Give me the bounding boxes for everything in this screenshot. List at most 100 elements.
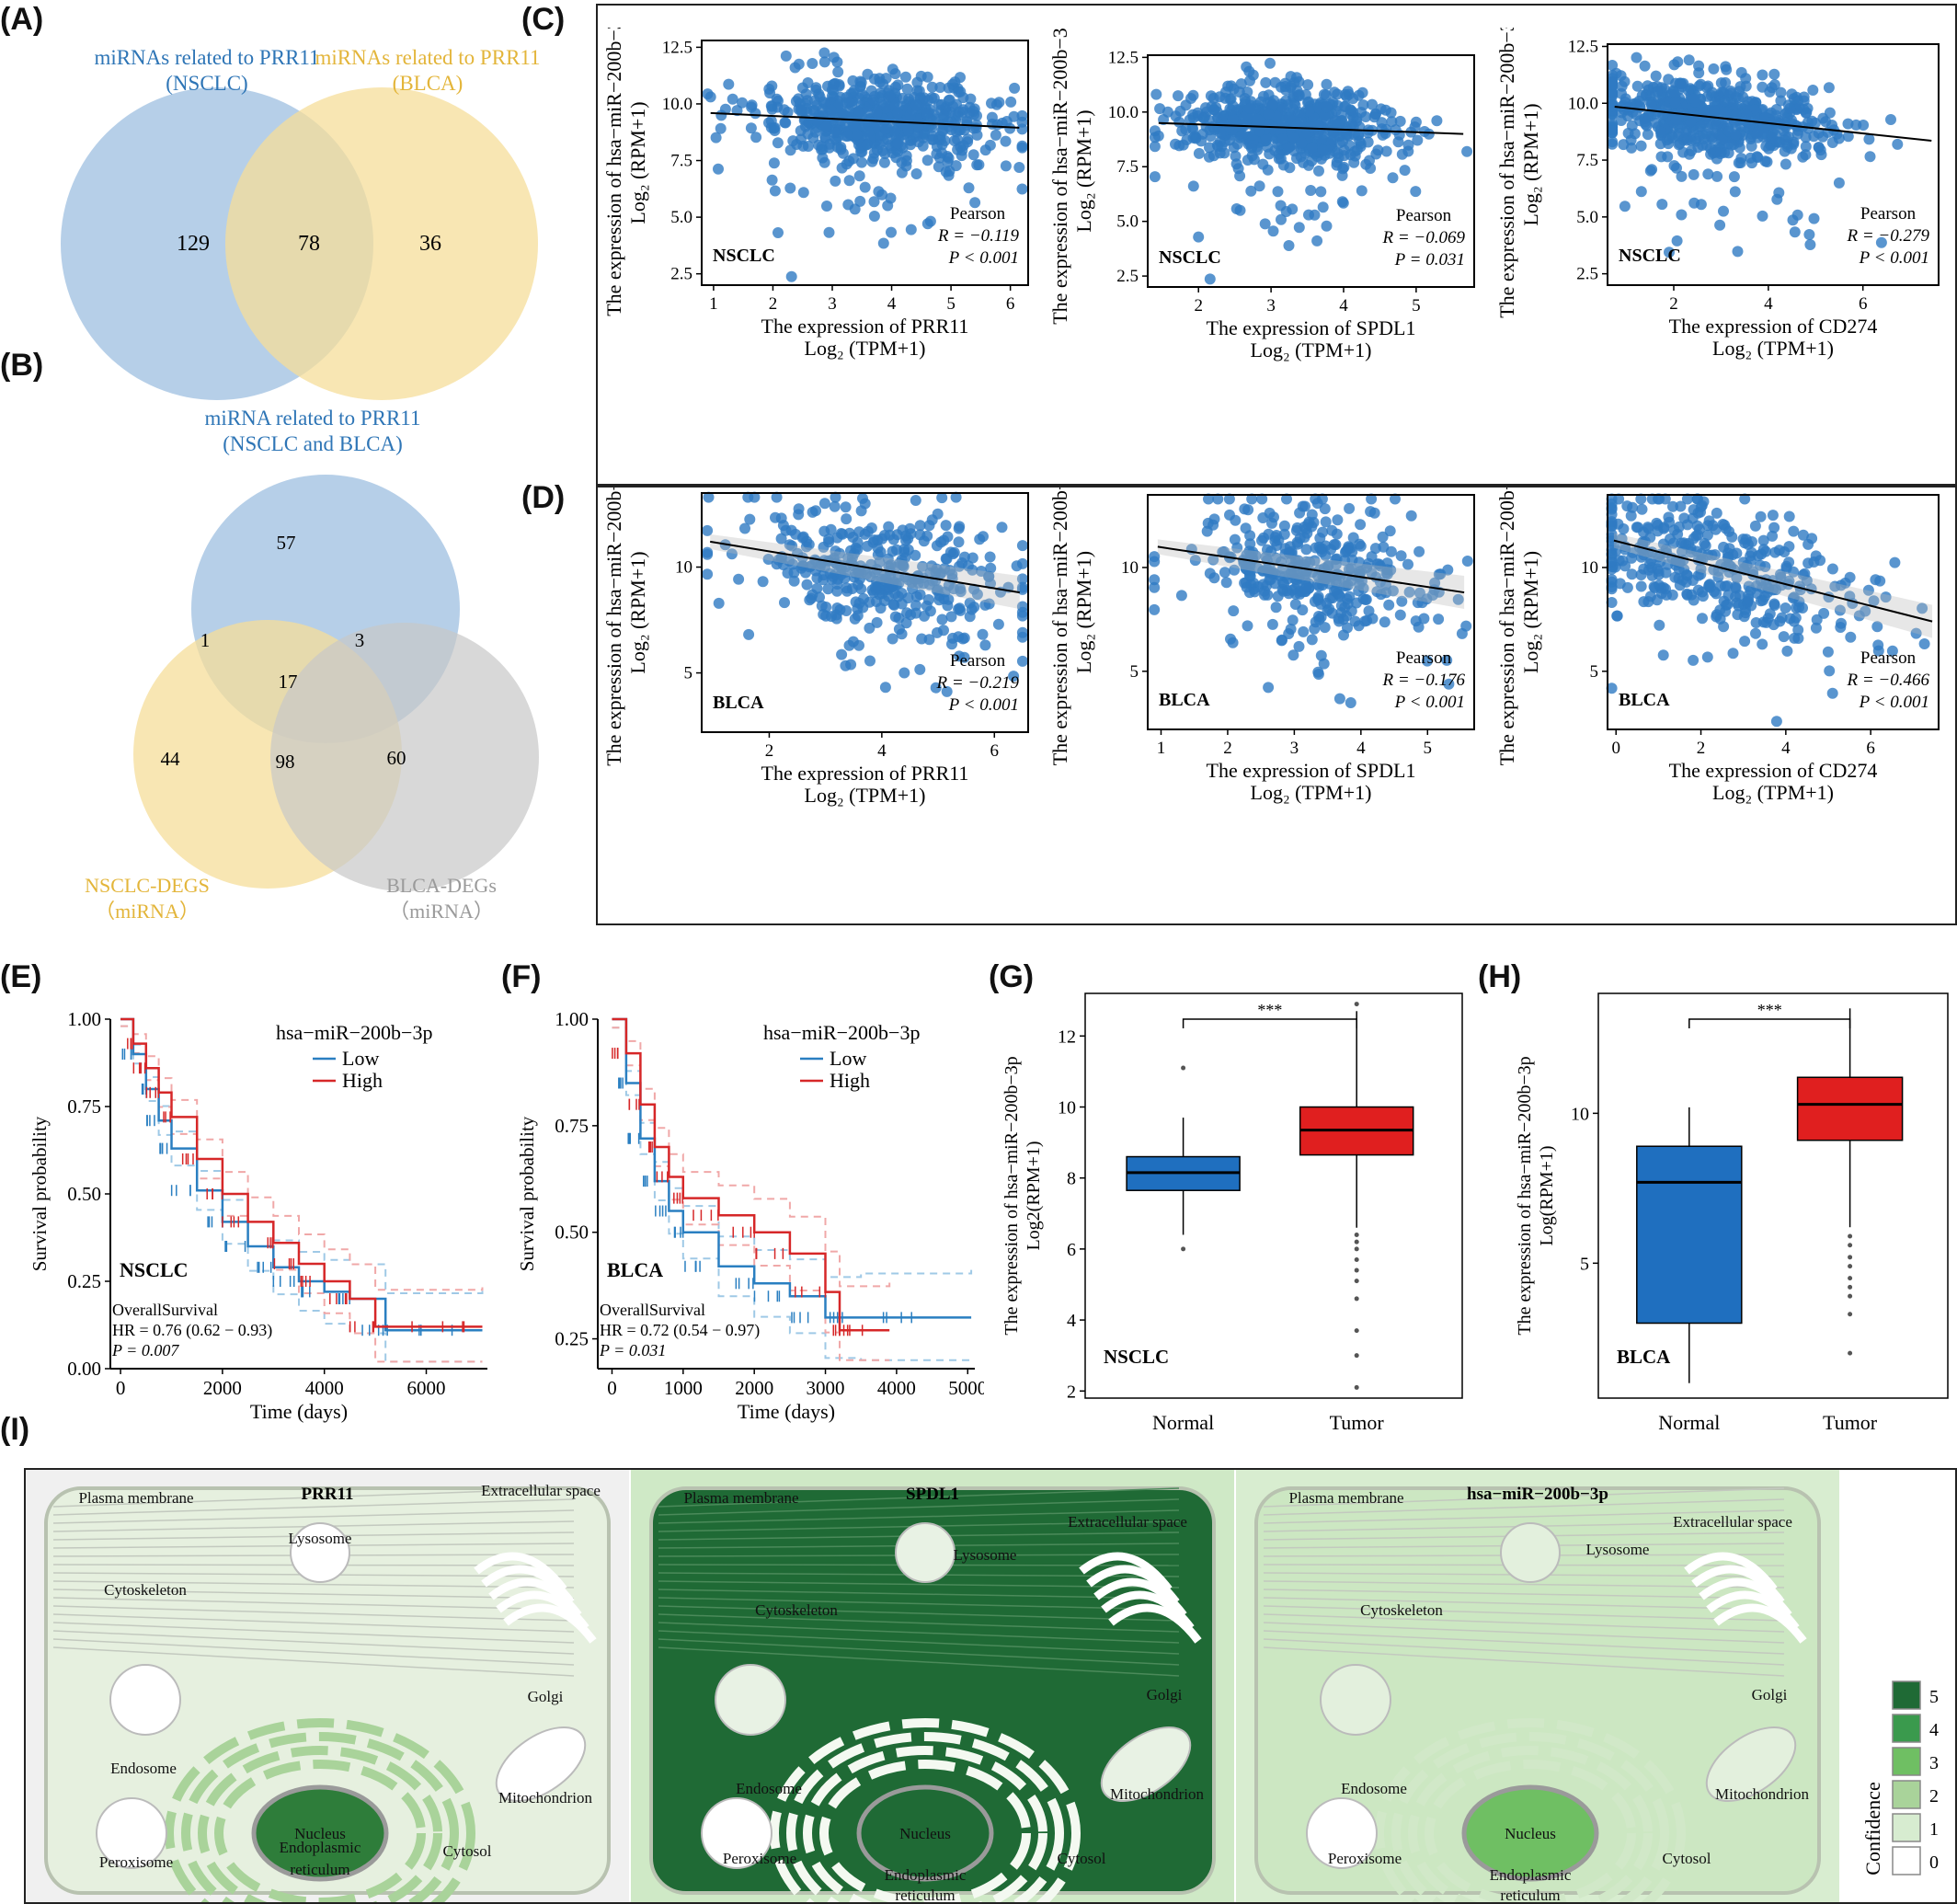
scatter-point	[1016, 610, 1028, 622]
cytoskeleton-fiber	[658, 1509, 1180, 1524]
scatter-point	[1606, 597, 1618, 608]
scatter-point	[1639, 60, 1651, 72]
box-normal	[1636, 1145, 1743, 1325]
scatter-point	[1686, 589, 1698, 601]
scatter-point	[896, 588, 908, 599]
outlier-point	[1848, 1264, 1853, 1269]
scatter-point	[1667, 537, 1679, 549]
label-mitochondrion: Mitochondrion	[1715, 1785, 1809, 1803]
scatter-point	[795, 104, 807, 116]
scatter-point	[1345, 697, 1356, 708]
panel-label-b: (B)	[0, 348, 44, 383]
scatter-point	[896, 598, 908, 610]
scatter-point	[992, 618, 1004, 630]
frame-i	[24, 1468, 1957, 1904]
scatter-point	[1016, 601, 1028, 613]
scatter-point	[921, 218, 933, 230]
scatter-point	[1757, 69, 1768, 81]
y-tick-label: 7.5	[1116, 157, 1139, 177]
scatter-point	[1631, 80, 1643, 92]
scatter-point	[1714, 148, 1726, 159]
scatter-point	[1635, 493, 1647, 505]
scatter-point	[1719, 519, 1731, 531]
scatter-point	[1813, 142, 1825, 154]
scatter-point	[1207, 92, 1219, 104]
scatter-point	[1283, 240, 1295, 251]
scatter-point	[1782, 131, 1794, 143]
scatter-point	[874, 556, 886, 568]
scatter-point	[1344, 502, 1356, 514]
scatter-point	[1174, 105, 1186, 117]
scatter-point	[1860, 605, 1871, 617]
scatter-point	[713, 597, 725, 609]
x-tick-label: 5000	[948, 1377, 984, 1399]
scatter-point	[1332, 99, 1344, 111]
scatter-point	[818, 56, 830, 68]
pearson-p: P < 0.001	[948, 248, 1019, 268]
scatter-point	[946, 638, 957, 650]
scatter-point	[1739, 493, 1751, 505]
scatter-point	[1289, 599, 1301, 610]
scatter-point	[933, 98, 944, 110]
scatter-point	[1789, 226, 1801, 238]
scatter-point	[1642, 596, 1654, 608]
scatter-point	[1690, 530, 1702, 542]
x-tick-label: 2	[1194, 296, 1203, 315]
peroxisome	[701, 1797, 772, 1869]
scatter-point	[955, 72, 966, 84]
scatter-point	[1739, 537, 1751, 549]
scatter-point	[1395, 550, 1407, 562]
scatter-point	[921, 530, 933, 542]
label-endoplasmic: Endoplasmic	[885, 1866, 967, 1884]
scatter-point	[1299, 500, 1310, 512]
scatter-point	[956, 150, 967, 162]
frame-c	[596, 4, 1957, 486]
y-tick-label: 2.5	[670, 265, 692, 284]
plot-frame	[701, 40, 1029, 286]
scatter-point	[1720, 61, 1732, 73]
scatter-point	[931, 540, 943, 552]
scatter-point	[939, 563, 951, 574]
scatter-point	[772, 137, 784, 149]
label-cytosol: Cytosol	[1663, 1850, 1711, 1867]
nucleus	[1461, 1784, 1599, 1882]
scatter-point	[1703, 580, 1715, 592]
label-extracellular-space: Extracellular space	[1068, 1513, 1187, 1531]
cytoskeleton-fiber	[52, 1605, 575, 1622]
scatter-point	[1802, 538, 1814, 550]
scatter-point	[1807, 85, 1819, 96]
scatter-point	[861, 139, 873, 151]
scatter-point	[1654, 126, 1666, 138]
scatter-point	[1149, 125, 1161, 137]
scatter-point	[1366, 493, 1378, 505]
scatter-point	[1789, 632, 1801, 644]
pearson-r: R = −0.176	[1382, 671, 1466, 690]
scatter-point	[703, 491, 715, 503]
scatter-point	[793, 503, 805, 515]
scatter-point	[1355, 519, 1367, 531]
scatter-point	[1773, 545, 1785, 556]
scatter-point	[1626, 568, 1638, 580]
scatter-point	[1278, 528, 1290, 540]
scatter-point	[1260, 551, 1272, 563]
scatter-point	[1606, 516, 1618, 528]
scatter-point	[954, 650, 965, 662]
scatter-point	[1377, 129, 1389, 141]
scatter-point	[1750, 627, 1761, 639]
km-note-3: P = 0.031	[599, 1341, 666, 1359]
scatter-point	[1281, 493, 1292, 505]
scatter-point	[1367, 98, 1378, 110]
scatter-point	[1345, 149, 1356, 161]
scatter-point	[793, 93, 805, 105]
scatter-point	[921, 71, 933, 83]
golgi-cisterna	[1079, 1552, 1173, 1592]
scatter-point	[1328, 539, 1340, 550]
endoplasmic-reticulum	[786, 1732, 1064, 1902]
scatter-point	[922, 594, 934, 605]
scatter-point	[837, 147, 849, 159]
scatter-point	[1303, 106, 1315, 117]
scatter-point	[1236, 119, 1248, 131]
cytoskeleton-fiber	[1263, 1613, 1785, 1633]
scatter-point	[807, 58, 818, 69]
scatter-point	[771, 491, 783, 503]
